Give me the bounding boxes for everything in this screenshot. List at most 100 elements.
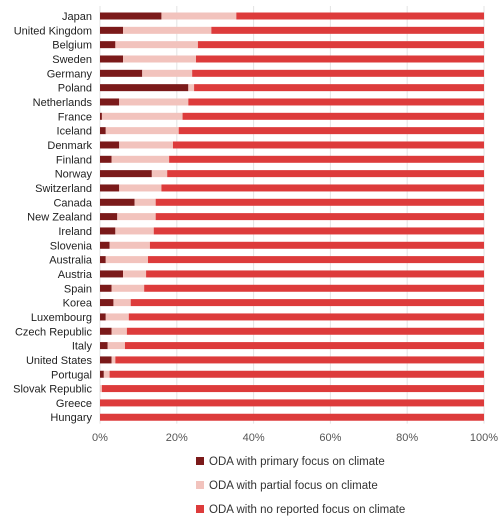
bar-segment-series-2 bbox=[117, 213, 156, 221]
category-label: Italy bbox=[72, 341, 93, 353]
category-label: Austria bbox=[58, 269, 93, 281]
category-label: Canada bbox=[53, 197, 92, 209]
bar-segment-series-2 bbox=[111, 356, 116, 364]
x-tick-labels: 0% 20% 40% 60% 80% 100% bbox=[92, 432, 498, 444]
bar-segment-series-1 bbox=[100, 342, 108, 350]
bar-segment-series-1 bbox=[100, 98, 120, 106]
bar-segment-series-3 bbox=[148, 256, 484, 264]
bar-segment-series-2 bbox=[113, 299, 131, 307]
bar-segment-series-1 bbox=[100, 370, 104, 378]
legend-label: ODA with partial focus on climate bbox=[209, 480, 378, 492]
legend-swatch bbox=[196, 505, 204, 513]
bar-segment-series-2 bbox=[105, 127, 179, 135]
bar-segment-series-3 bbox=[161, 184, 484, 192]
category-labels: Japan United Kingdom Belgium Sweden Germany P… bbox=[13, 11, 93, 424]
bar-segment-series-3 bbox=[172, 141, 484, 149]
bar-segment-series-2 bbox=[105, 313, 129, 321]
bar-segment-series-3 bbox=[194, 84, 484, 92]
bars bbox=[100, 12, 485, 421]
category-label: Australia bbox=[49, 255, 93, 267]
bar-segment-series-3 bbox=[128, 313, 485, 321]
bar-segment-series-2 bbox=[119, 184, 162, 192]
category-label: United Kingdom bbox=[14, 25, 92, 37]
bar-segment-series-2 bbox=[123, 55, 196, 63]
bar-segment-series-1 bbox=[100, 256, 106, 264]
bar-segment-series-2 bbox=[111, 327, 127, 335]
legend-swatch bbox=[196, 481, 204, 489]
category-label: Iceland bbox=[57, 126, 92, 138]
bar-segment-series-3 bbox=[109, 370, 484, 378]
bar-segment-series-3 bbox=[100, 413, 484, 421]
bar-segment-series-3 bbox=[182, 112, 484, 120]
bar-segment-series-3 bbox=[155, 198, 484, 206]
category-label: France bbox=[58, 111, 92, 123]
bar-segment-series-3 bbox=[126, 327, 484, 335]
legend: ODA with primary focus on climate ODA wit… bbox=[196, 456, 405, 516]
category-label: Denmark bbox=[47, 140, 92, 152]
category-label: Switzerland bbox=[35, 183, 92, 195]
category-label: Ireland bbox=[58, 226, 92, 238]
bar-segment-series-1 bbox=[100, 213, 118, 221]
bar-segment-series-3 bbox=[178, 127, 484, 135]
bar-segment-series-3 bbox=[197, 41, 485, 49]
bar-segment-series-2 bbox=[123, 270, 147, 278]
bar-segment-series-1 bbox=[100, 155, 112, 163]
bar-segment-series-2 bbox=[105, 256, 148, 264]
bar-segment-series-3 bbox=[188, 98, 484, 106]
bar-segment-series-3 bbox=[130, 299, 484, 307]
bar-segment-series-3 bbox=[124, 342, 485, 350]
bar-segment-series-3 bbox=[101, 385, 485, 393]
bar-segment-series-2 bbox=[188, 84, 195, 92]
category-label: Portugal bbox=[51, 369, 92, 381]
bar-segment-series-1 bbox=[100, 12, 162, 20]
bar-segment-series-1 bbox=[100, 141, 120, 149]
category-label: Poland bbox=[58, 83, 92, 95]
category-label: Slovenia bbox=[50, 240, 93, 252]
bar-segment-series-2 bbox=[134, 198, 156, 206]
category-label: Slovak Republic bbox=[13, 384, 92, 396]
bar-segment-series-2 bbox=[111, 155, 170, 163]
bar-segment-series-3 bbox=[153, 227, 484, 235]
category-label: Belgium bbox=[52, 40, 92, 52]
bar-segment-series-1 bbox=[100, 327, 112, 335]
bar-segment-series-2 bbox=[109, 241, 150, 249]
bar-segment-series-1 bbox=[100, 299, 114, 307]
bar-segment-series-3 bbox=[100, 399, 484, 407]
bar-segment-series-1 bbox=[100, 184, 120, 192]
category-label: Norway bbox=[55, 169, 93, 181]
bar-segment-series-1 bbox=[100, 112, 102, 120]
x-tick-label: 20% bbox=[166, 432, 188, 444]
bar-segment-series-1 bbox=[100, 227, 116, 235]
x-tick-label: 80% bbox=[396, 432, 418, 444]
category-label: Korea bbox=[63, 298, 93, 310]
bar-segment-series-3 bbox=[192, 69, 484, 77]
bar-segment-series-1 bbox=[100, 198, 135, 206]
category-label: Germany bbox=[47, 68, 93, 80]
x-tick-label: 40% bbox=[243, 432, 265, 444]
bar-segment-series-2 bbox=[151, 170, 168, 178]
category-label: Greece bbox=[56, 398, 92, 410]
bar-segment-series-3 bbox=[236, 12, 484, 20]
category-label: United States bbox=[26, 355, 93, 367]
bar-segment-series-1 bbox=[100, 313, 106, 321]
bar-segment-series-2 bbox=[101, 112, 183, 120]
bar-segment-series-2 bbox=[119, 141, 173, 149]
bar-segment-series-1 bbox=[100, 41, 116, 49]
bar-segment-series-1 bbox=[100, 356, 112, 364]
category-label: Spain bbox=[64, 283, 92, 295]
bar-segment-series-3 bbox=[155, 213, 484, 221]
category-label: Sweden bbox=[52, 54, 92, 66]
bar-segment-series-1 bbox=[100, 55, 124, 63]
category-label: Netherlands bbox=[33, 97, 93, 109]
bar-segment-series-2 bbox=[115, 41, 198, 49]
bar-segment-series-1 bbox=[100, 241, 110, 249]
bar-segment-series-3 bbox=[169, 155, 484, 163]
legend-swatch bbox=[196, 457, 204, 465]
legend-label: ODA with primary focus on climate bbox=[209, 456, 385, 468]
bar-segment-series-2 bbox=[111, 284, 145, 292]
category-label: Czech Republic bbox=[15, 326, 93, 338]
bar-segment-series-2 bbox=[142, 69, 193, 77]
bar-segment-series-1 bbox=[100, 284, 112, 292]
bar-segment-series-3 bbox=[144, 284, 484, 292]
